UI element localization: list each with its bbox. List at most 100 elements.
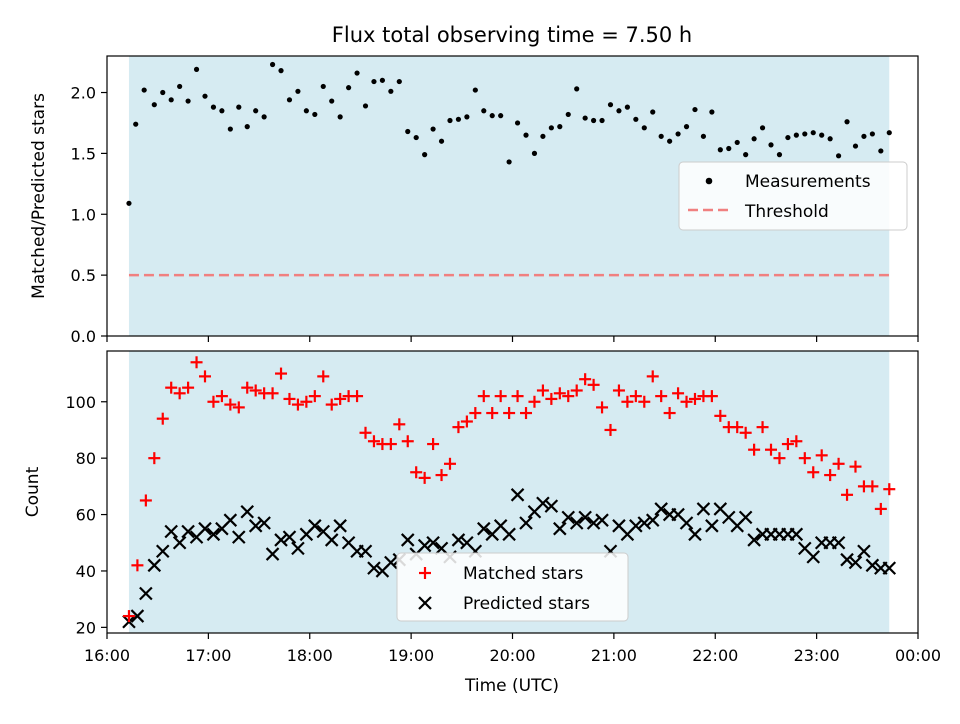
matched-star-point [443, 457, 456, 470]
predicted-star-point [848, 555, 863, 570]
predicted-star-point [426, 535, 440, 550]
matched-star-point [714, 409, 727, 422]
predicted-star-point [553, 521, 567, 536]
matched-star-point [308, 390, 321, 403]
legend-measurements-marker [705, 177, 713, 185]
measurement-point [185, 98, 191, 104]
measurement-point [303, 108, 309, 114]
matched-star-point [401, 435, 414, 448]
ratio-y-tick-label: 2.0 [71, 84, 96, 103]
measurement-point [193, 66, 200, 72]
predicted-star-point [738, 510, 753, 525]
matched-star-point [663, 407, 676, 420]
matched-star-point [249, 384, 262, 397]
count-y-axis: 20 40 60 80 100 [65, 393, 107, 637]
matched-star-point [866, 480, 879, 493]
matched-star-point [790, 435, 803, 448]
measurement-point [261, 114, 267, 120]
ratio-y-tick-label: 1.5 [71, 144, 96, 163]
measurement-point [683, 124, 690, 130]
predicted-star-point [358, 544, 373, 558]
matched-star-point [232, 401, 245, 414]
matched-star-point [410, 466, 423, 479]
predicted-star-point [831, 535, 846, 550]
matched-star-point [883, 483, 896, 496]
predicted-star-point [561, 510, 576, 525]
matched-star-point [452, 421, 465, 434]
count-y-tick-label: 40 [76, 562, 96, 581]
matched-star-point [748, 443, 761, 456]
x-tick-label: 23:00 [794, 646, 840, 665]
matched-star-point [283, 392, 296, 405]
matched-star-point [705, 390, 718, 403]
measurement-point [346, 85, 352, 91]
predicted-star-point [645, 513, 660, 527]
measurement-point [852, 143, 859, 149]
predicted-star-point [696, 502, 711, 516]
measurement-point [743, 152, 749, 158]
predicted-star-point [274, 533, 288, 547]
count-y-tick-label: 20 [76, 618, 96, 637]
legend-measurements-label: Measurements [745, 172, 871, 192]
predicted-star-point [198, 521, 212, 536]
matched-star-point [807, 466, 820, 479]
matched-star-point [215, 390, 228, 403]
matched-star-point [148, 452, 161, 465]
matched-star-point [367, 435, 380, 448]
measurement-point [878, 148, 884, 154]
predicted-star-point [840, 552, 854, 567]
measurement-point [295, 88, 301, 94]
matched-star-point [266, 387, 279, 400]
measurement-point [168, 97, 174, 103]
measurement-point [819, 132, 825, 138]
matched-star-point [198, 370, 211, 383]
predicted-star-point [367, 561, 381, 575]
ratio-y-axis: 0.0 0.5 1.0 1.5 2.0 [71, 84, 107, 346]
matched-star-point [325, 398, 338, 411]
legend-predicted-label: Predicted stars [463, 594, 590, 614]
matched-star-point [765, 443, 778, 456]
predicted-star-point [688, 527, 702, 542]
measurement-point [320, 83, 326, 90]
measurement-point [810, 130, 816, 136]
matched-star-point [207, 395, 220, 408]
measurement-point [624, 104, 630, 110]
measurement-point [362, 103, 369, 109]
measurement-point [565, 111, 571, 118]
matched-star-point [427, 438, 440, 451]
matched-star-point [359, 426, 372, 439]
predicted-star-point [206, 527, 221, 542]
ratio-y-tick-label: 0.5 [71, 266, 96, 285]
matched-star-point [781, 438, 794, 451]
measurement-point [177, 83, 183, 90]
predicted-star-point [502, 527, 516, 542]
predicted-star-point [333, 519, 347, 533]
measurement-point [717, 147, 723, 153]
matched-star-point [612, 384, 625, 397]
matched-star-point [672, 387, 685, 400]
matched-star-point [241, 381, 254, 394]
matched-star-point [494, 390, 507, 403]
measurement-point [886, 130, 892, 136]
matched-star-point [528, 395, 541, 408]
matched-star-point [874, 502, 887, 515]
matched-star-point [224, 398, 237, 411]
measurement-point [405, 128, 411, 135]
measurement-point [160, 89, 166, 96]
measurement-point [464, 114, 470, 120]
predicted-star-point [544, 499, 559, 513]
matched-star-point [815, 449, 828, 462]
x-tick-label: 22:00 [692, 646, 738, 665]
matched-star-point [587, 378, 600, 391]
measurement-point [312, 111, 318, 118]
matched-star-point [579, 373, 592, 386]
predicted-star-point [164, 524, 178, 539]
matched-star-point [351, 390, 364, 403]
count-panel: 20 40 60 80 100 16:00 17:00 18:00 19:00 20:00 21:… [23, 350, 941, 696]
measurement-point [506, 159, 512, 165]
predicted-star-point [857, 544, 871, 558]
matched-star-point [536, 384, 549, 397]
matched-star-point [122, 610, 135, 623]
matched-star-point [503, 407, 516, 420]
